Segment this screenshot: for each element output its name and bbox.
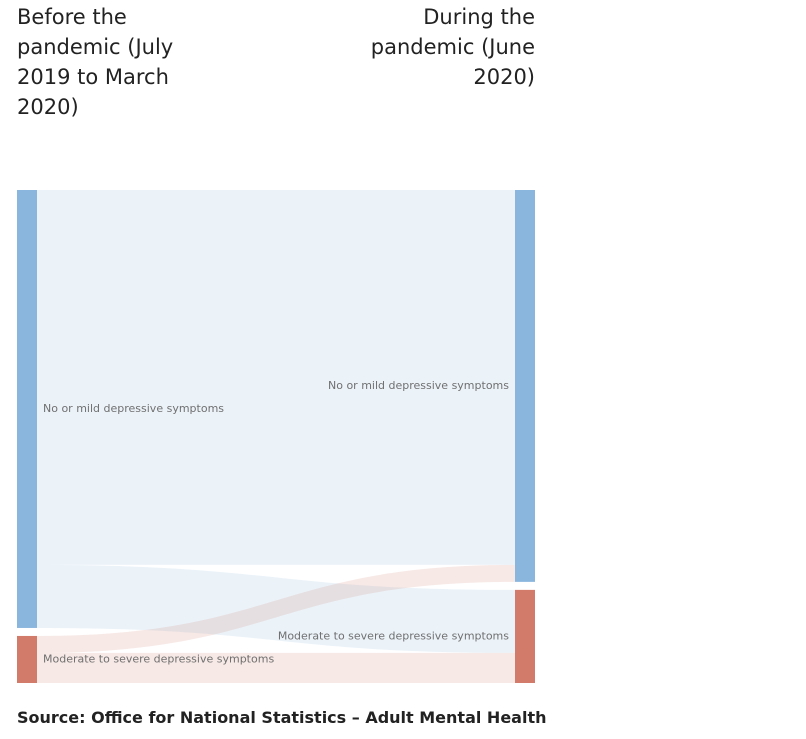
node-label: Moderate to severe depressive symptoms <box>43 652 274 665</box>
flow <box>37 652 515 683</box>
stage-title: Before the pandemic (July 2019 to March … <box>17 5 174 119</box>
node-label: Moderate to severe depressive symptoms <box>278 629 509 642</box>
node <box>17 635 37 683</box>
node <box>515 190 535 582</box>
node <box>515 589 535 683</box>
node-label: No or mild depressive symptoms <box>43 402 224 415</box>
node-label: No or mild depressive symptoms <box>328 379 509 392</box>
stage-title: During the pandemic (June 2020) <box>370 5 535 89</box>
flow <box>37 190 515 565</box>
flow <box>37 564 515 653</box>
node <box>17 190 37 628</box>
flow <box>37 564 515 653</box>
source-note: Source: Office for National Statistics –… <box>17 708 547 727</box>
